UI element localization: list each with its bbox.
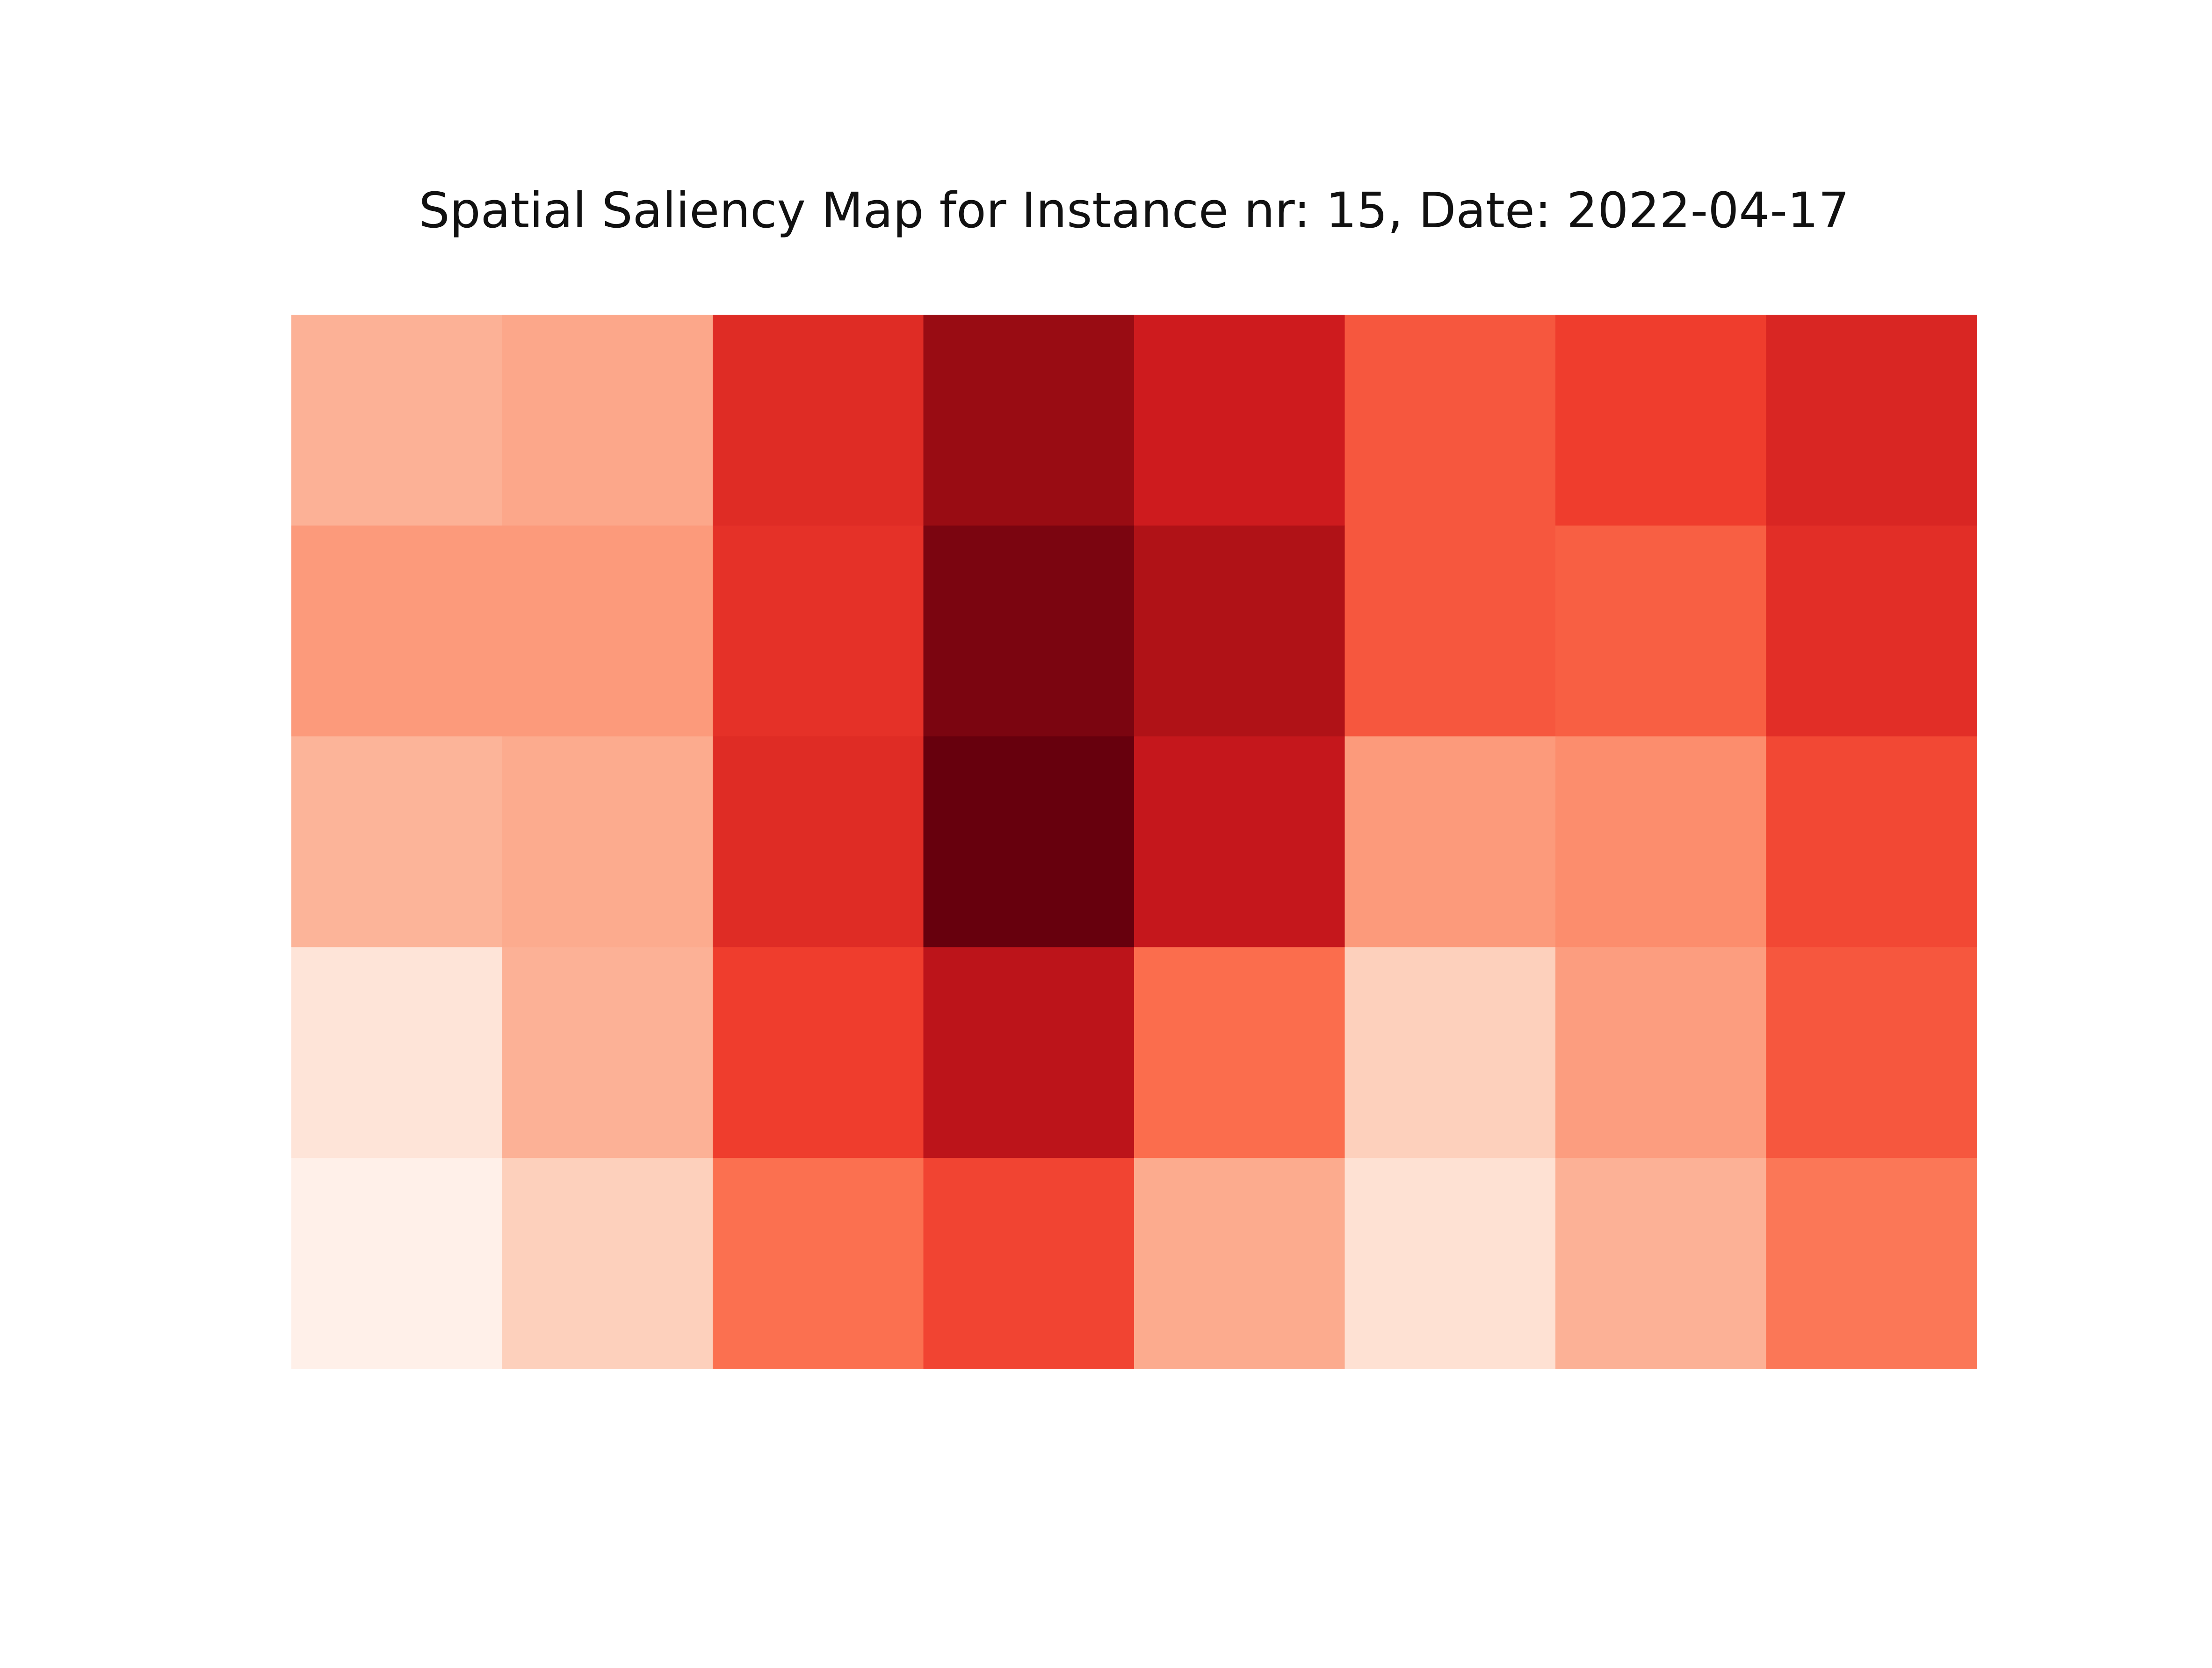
heatmap-cell-r4-c0 (291, 1158, 503, 1369)
heatmap-cell-r0-c4 (1134, 315, 1345, 526)
heatmap-cell-r3-c4 (1134, 947, 1345, 1158)
heatmap-cell-r3-c5 (1345, 947, 1556, 1158)
heatmap-cell-r2-c5 (1345, 736, 1556, 947)
heatmap-cell-r0-c7 (1766, 315, 1977, 526)
heatmap-cell-r1-c7 (1766, 525, 1977, 737)
heatmap-cells (291, 315, 1977, 1369)
heatmap-cell-r2-c7 (1766, 736, 1977, 947)
heatmap-cell-r0-c0 (291, 315, 503, 526)
heatmap-cell-r0-c6 (1555, 315, 1767, 526)
heatmap-cell-r4-c4 (1134, 1158, 1345, 1369)
heatmap-cell-r3-c6 (1555, 947, 1767, 1158)
heatmap-cell-r3-c1 (502, 947, 713, 1158)
heatmap-cell-r2-c3 (923, 736, 1135, 947)
heatmap-cell-r0-c1 (502, 315, 713, 526)
heatmap-cell-r4-c6 (1555, 1158, 1767, 1369)
heatmap-cell-r3-c7 (1766, 947, 1977, 1158)
heatmap-cell-r2-c1 (502, 736, 713, 947)
heatmap-cell-r4-c3 (923, 1158, 1135, 1369)
heatmap-cell-r3-c0 (291, 947, 503, 1158)
chart-title: Spatial Saliency Map for Instance nr: 15… (419, 182, 1850, 239)
heatmap-cell-r1-c0 (291, 525, 503, 737)
heatmap-cell-r4-c2 (713, 1158, 924, 1369)
heatmap-cell-r2-c6 (1555, 736, 1767, 947)
heatmap-cell-r1-c6 (1555, 525, 1767, 737)
heatmap-cell-r1-c5 (1345, 525, 1556, 737)
heatmap-cell-r4-c1 (502, 1158, 713, 1369)
heatmap-cell-r4-c5 (1345, 1158, 1556, 1369)
heatmap-cell-r1-c3 (923, 525, 1135, 737)
heatmap-cell-r2-c0 (291, 736, 503, 947)
heatmap-cell-r2-c2 (713, 736, 924, 947)
heatmap-cell-r1-c1 (502, 525, 713, 737)
heatmap-cell-r1-c2 (713, 525, 924, 737)
heatmap-cell-r3-c2 (713, 947, 924, 1158)
heatmap-cell-r1-c4 (1134, 525, 1345, 737)
heatmap-cell-r0-c3 (923, 315, 1135, 526)
heatmap-cell-r0-c2 (713, 315, 924, 526)
heatmap-cell-r4-c7 (1766, 1158, 1977, 1369)
heatmap-cell-r3-c3 (923, 947, 1135, 1158)
heatmap-cell-r2-c4 (1134, 736, 1345, 947)
heatmap-cell-r0-c5 (1345, 315, 1556, 526)
